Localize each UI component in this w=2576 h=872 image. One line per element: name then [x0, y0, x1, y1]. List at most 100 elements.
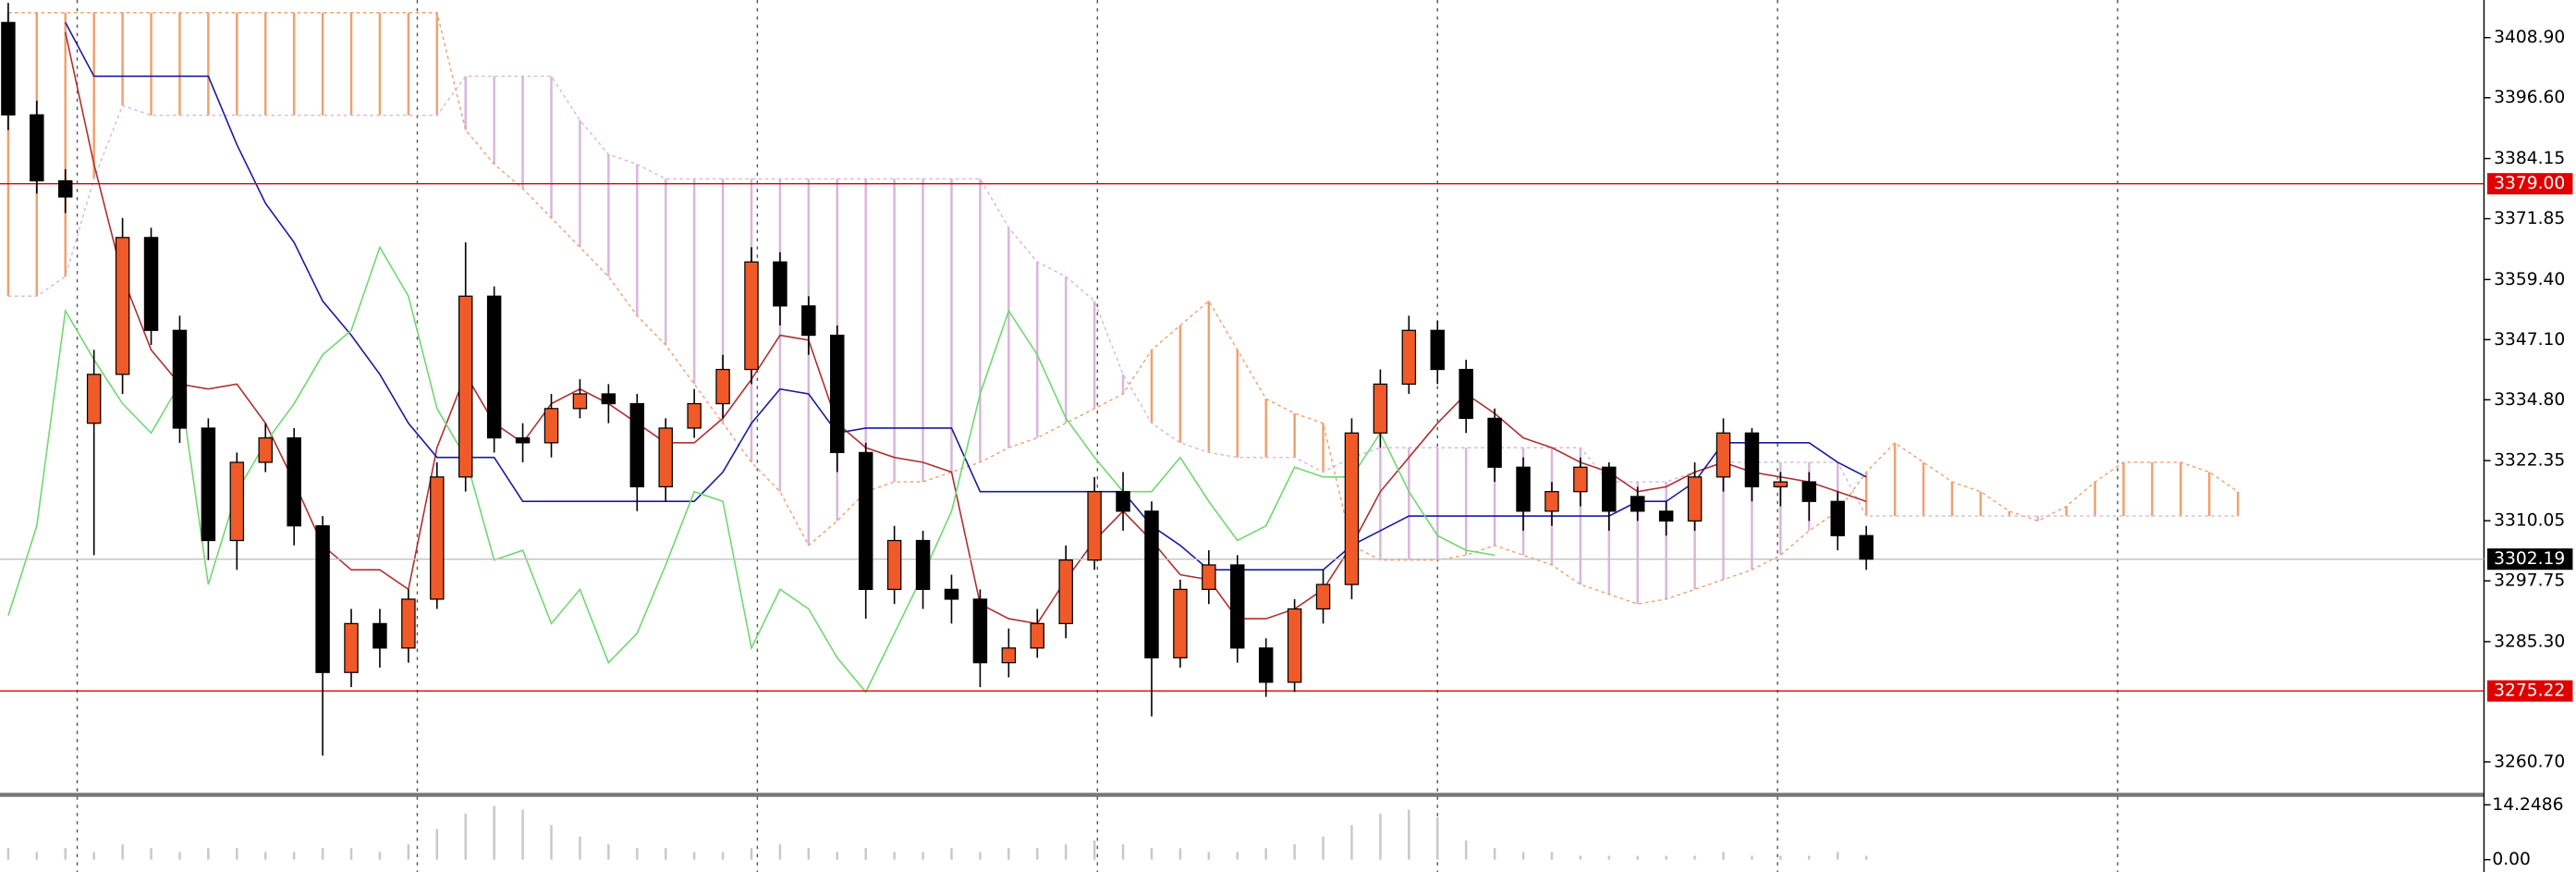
indicator-bar: [1722, 852, 1725, 860]
candle-body: [1859, 534, 1874, 560]
indicator-bar: [1779, 855, 1782, 860]
candle-body: [1401, 329, 1417, 386]
candle-body: [1544, 491, 1559, 512]
indicator-bar: [321, 848, 324, 860]
indicator-tick-label: 14.2486: [2492, 795, 2563, 815]
candle-body: [944, 588, 959, 600]
candle-body: [886, 539, 902, 590]
indicator-bar: [521, 809, 524, 860]
indicator-bar: [1693, 855, 1696, 860]
y-tick-label: 3297.75: [2494, 571, 2565, 591]
candle-body: [1687, 476, 1703, 522]
candle-body: [1658, 510, 1674, 522]
indicator-bar: [349, 848, 353, 860]
candle-body: [1258, 647, 1274, 683]
indicator-bar: [750, 848, 753, 860]
indicator-bar: [664, 848, 667, 860]
candle-body: [1116, 491, 1130, 512]
indicator-line: [7, 245, 1496, 694]
candle-body: [344, 622, 359, 673]
y-tick-label: 3260.70: [2494, 752, 2565, 771]
candle-body: [1087, 491, 1102, 561]
indicator-bar: [1636, 855, 1639, 860]
indicator-bar: [607, 844, 610, 860]
indicator-line: [64, 31, 1867, 625]
indicator-bar: [550, 825, 553, 860]
candle-body: [1516, 466, 1531, 512]
indicator-bar: [1464, 840, 1468, 860]
candle-body: [258, 436, 273, 463]
indicator-bar: [807, 848, 811, 860]
candle-body: [687, 402, 702, 429]
indicator-bar: [1379, 813, 1382, 860]
candle-body: [1773, 481, 1789, 488]
candle-body: [830, 334, 845, 454]
price-label: 3302.19: [2494, 549, 2565, 569]
indicator-bar: [493, 805, 495, 860]
candle-body: [1001, 647, 1017, 664]
candle-body: [1202, 564, 1216, 590]
cloud-span-b: [7, 75, 2239, 517]
indicator-bar: [35, 852, 39, 860]
indicator-bar: [778, 844, 782, 860]
indicator-bar: [1121, 844, 1125, 860]
indicator-bar: [893, 852, 896, 860]
indicator-bar: [1207, 852, 1211, 860]
candle-body: [1344, 432, 1360, 585]
y-tick-label: 3396.60: [2494, 88, 2565, 107]
indicator-bar: [407, 844, 410, 860]
price-label-box: [2487, 548, 2573, 571]
candle-body: [572, 393, 588, 410]
candle-body: [201, 427, 216, 542]
candle-body: [1030, 622, 1044, 649]
candle-body: [1315, 583, 1331, 610]
indicator-bar: [92, 852, 95, 860]
y-tick-label: 3371.85: [2494, 209, 2565, 228]
indicator-bar: [464, 813, 467, 860]
candle-body: [515, 436, 531, 444]
candle-body: [86, 374, 102, 424]
candle-body: [1744, 432, 1760, 488]
candle-body: [1058, 559, 1073, 624]
indicator-bar: [64, 848, 67, 860]
indicator-bar: [1836, 852, 1839, 860]
y-tick-label: 3285.30: [2494, 632, 2565, 651]
indicator-bar: [1350, 825, 1353, 860]
y-tick-label: 3384.15: [2494, 149, 2565, 168]
y-tick-label: 3310.05: [2494, 511, 2565, 531]
indicator-bar: [1665, 855, 1667, 860]
candle-body: [172, 329, 188, 429]
candle-body: [1573, 466, 1588, 493]
indicator-bar: [1864, 855, 1868, 860]
candle-body: [401, 598, 416, 649]
indicator-bar: [721, 852, 725, 860]
candle-body: [1373, 383, 1388, 434]
price-label: 3379.00: [2494, 174, 2565, 193]
candle-body: [1144, 510, 1159, 658]
indicator-bar: [1521, 852, 1525, 860]
indicator-bar: [236, 848, 238, 860]
indicator-bar: [1178, 848, 1182, 860]
indicator-bar: [1150, 848, 1154, 860]
indicator-bar: [1036, 848, 1039, 860]
indicator-bar: [292, 852, 296, 860]
candle-body: [143, 237, 159, 331]
candle-body: [486, 295, 502, 439]
candle-body: [1715, 432, 1731, 478]
indicator-bar: [922, 852, 924, 860]
indicator-bar: [1007, 848, 1010, 860]
indicator-bar: [950, 848, 953, 860]
indicator-bar: [178, 852, 181, 860]
y-tick-label: 3322.35: [2494, 451, 2565, 471]
indicator-bar: [836, 852, 839, 860]
candle-body: [1602, 466, 1617, 512]
y-tick-label: 3347.10: [2494, 330, 2565, 350]
candle-body: [972, 598, 988, 664]
indicator-bar: [263, 852, 267, 860]
indicator-bar: [1293, 844, 1296, 860]
candle-body: [915, 539, 931, 590]
indicator-bar: [1808, 855, 1811, 860]
candle-body: [1801, 481, 1817, 502]
candle-body: [115, 237, 130, 375]
